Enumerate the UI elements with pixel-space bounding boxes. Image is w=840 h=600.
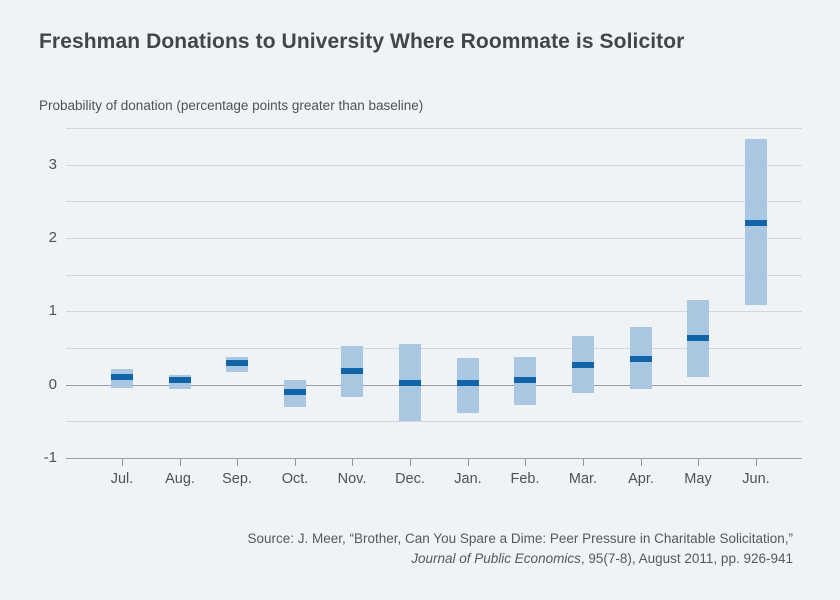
x-tick-label: Jul. (110, 471, 134, 487)
x-tick-mark (641, 459, 642, 466)
source-line-2: Journal of Public Economics, 95(7-8), Au… (247, 549, 793, 569)
x-tick-mark (295, 459, 296, 466)
x-tick-label: Nov. (337, 471, 367, 487)
gridline (66, 421, 802, 422)
y-tick-label: 2 (48, 229, 57, 246)
x-tick-label: Aug. (165, 471, 195, 487)
point-estimate-line (457, 380, 479, 386)
x-tick-mark (352, 459, 353, 466)
axis-line (66, 385, 802, 386)
x-tick-label: Sep. (222, 471, 252, 487)
point-estimate-line (284, 389, 306, 395)
x-tick-mark (756, 459, 757, 466)
gridline (66, 238, 802, 239)
x-tick-label: Jun. (742, 471, 770, 487)
source-line-1: Source: J. Meer, “Brother, Can You Spare… (247, 531, 793, 546)
point-estimate-line (514, 377, 536, 383)
point-estimate-line (341, 368, 363, 374)
x-tick-label: Apr. (628, 471, 654, 487)
axis-line (66, 458, 802, 459)
x-tick-label: Feb. (510, 471, 540, 487)
source-citation: Source: J. Meer, “Brother, Can You Spare… (247, 529, 793, 569)
gridline (66, 275, 802, 276)
point-estimate-line (169, 377, 191, 383)
point-estimate-line (572, 362, 594, 368)
x-tick-mark (122, 459, 123, 466)
x-tick-label: Oct. (281, 471, 309, 487)
x-tick-mark (698, 459, 699, 466)
x-tick-mark (583, 459, 584, 466)
y-tick-label: 3 (48, 156, 57, 173)
x-tick-mark (237, 459, 238, 466)
x-tick-mark (410, 459, 411, 466)
y-tick-label: -1 (43, 449, 57, 466)
x-tick-label: May (684, 471, 712, 487)
y-tick-label: 0 (48, 376, 57, 393)
gridline (66, 165, 802, 166)
x-tick-label: Mar. (568, 471, 598, 487)
point-estimate-line (630, 356, 652, 362)
y-axis-note: Probability of donation (percentage poin… (39, 98, 424, 113)
gridline (66, 201, 802, 202)
point-estimate-line (399, 380, 421, 386)
x-tick-label: Dec. (395, 471, 425, 487)
point-estimate-line (745, 220, 767, 226)
gridline (66, 311, 802, 312)
point-estimate-line (687, 335, 709, 341)
point-estimate-line (226, 360, 248, 366)
x-tick-label: Jan. (454, 471, 482, 487)
gridline (66, 128, 802, 129)
source-line-2-rest: , 95(7-8), August 2011, pp. 926-941 (580, 551, 793, 566)
x-tick-mark (180, 459, 181, 466)
x-tick-mark (525, 459, 526, 466)
journal-name: Journal of Public Economics (411, 551, 581, 566)
y-tick-label: 1 (48, 302, 57, 319)
x-tick-mark (468, 459, 469, 466)
gridline (66, 348, 802, 349)
chart-title: Freshman Donations to University Where R… (39, 30, 685, 53)
point-estimate-line (111, 374, 133, 380)
